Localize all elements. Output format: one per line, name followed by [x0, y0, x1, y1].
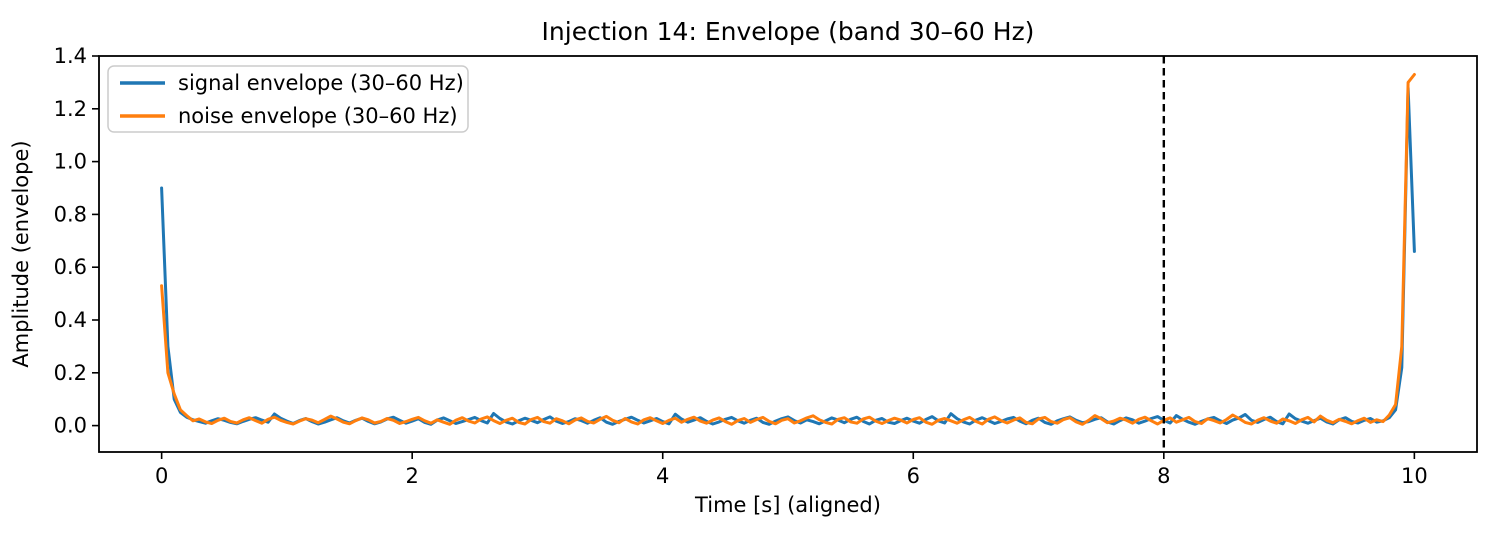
x-tick-label: 4: [656, 464, 669, 488]
y-tick-label: 1.2: [54, 97, 87, 121]
chart-title: Injection 14: Envelope (band 30–60 Hz): [542, 17, 1035, 46]
legend: signal envelope (30–60 Hz) noise envelop…: [107, 65, 469, 133]
series-group: [160, 56, 1416, 452]
y-axis-label: Amplitude (envelope): [9, 140, 33, 367]
x-tick-label: 10: [1401, 464, 1428, 488]
noise-envelope-line: [160, 73, 1416, 426]
x-tick-label: 8: [1157, 464, 1170, 488]
x-tick-label: 2: [405, 464, 418, 488]
legend-label-noise: noise envelope (30–60 Hz): [178, 104, 458, 128]
x-tick-label: 6: [907, 464, 920, 488]
y-tick-label: 1.0: [54, 150, 87, 174]
legend-frame: [107, 65, 469, 133]
x-axis-label: Time [s] (aligned): [694, 493, 881, 517]
axes-spines: [98, 55, 1478, 453]
y-axis-ticks: 0.0 0.2 0.4 0.6 0.8 1.0 1.2 1.4: [54, 44, 99, 438]
y-tick-label: 0.0: [54, 414, 87, 438]
y-tick-label: 0.8: [54, 202, 87, 226]
y-tick-label: 0.6: [54, 255, 87, 279]
y-tick-label: 0.4: [54, 308, 87, 332]
x-axis-ticks: 0 2 4 6 8 10: [155, 452, 1428, 488]
x-tick-label: 0: [155, 464, 168, 488]
y-tick-label: 0.2: [54, 361, 87, 385]
y-tick-label: 1.4: [54, 44, 87, 68]
legend-label-signal: signal envelope (30–60 Hz): [178, 71, 464, 95]
